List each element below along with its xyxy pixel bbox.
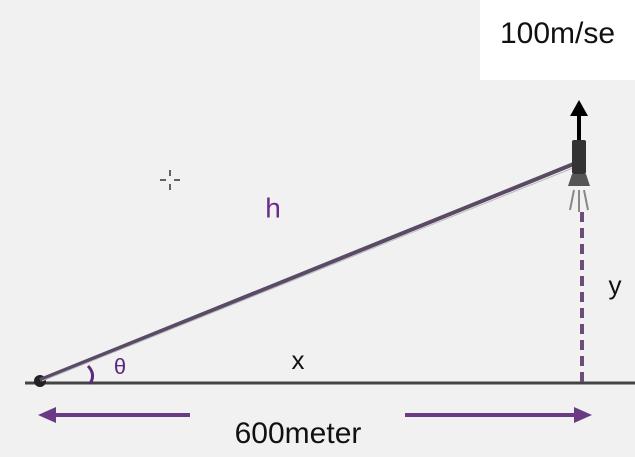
velocity-box bbox=[480, 0, 635, 80]
distance-arrowhead-left bbox=[38, 407, 56, 423]
hypotenuse-highlight bbox=[41, 165, 579, 382]
height-label: y bbox=[609, 270, 622, 300]
angle-label: θ bbox=[114, 354, 126, 379]
distance-label: 600meter bbox=[235, 417, 362, 450]
velocity-label: 100m/se bbox=[500, 17, 615, 50]
cursor bbox=[160, 170, 180, 190]
rocket-nozzle bbox=[568, 174, 590, 186]
hypotenuse-label: h bbox=[265, 192, 281, 223]
hypotenuse-line bbox=[39, 161, 577, 382]
rocket-body bbox=[572, 140, 586, 174]
rocket-exhaust bbox=[569, 189, 589, 212]
distance-arrowhead-right bbox=[574, 407, 592, 423]
velocity-arrowhead bbox=[570, 100, 588, 116]
angle-arc bbox=[86, 364, 95, 385]
base-label: x bbox=[292, 345, 305, 375]
